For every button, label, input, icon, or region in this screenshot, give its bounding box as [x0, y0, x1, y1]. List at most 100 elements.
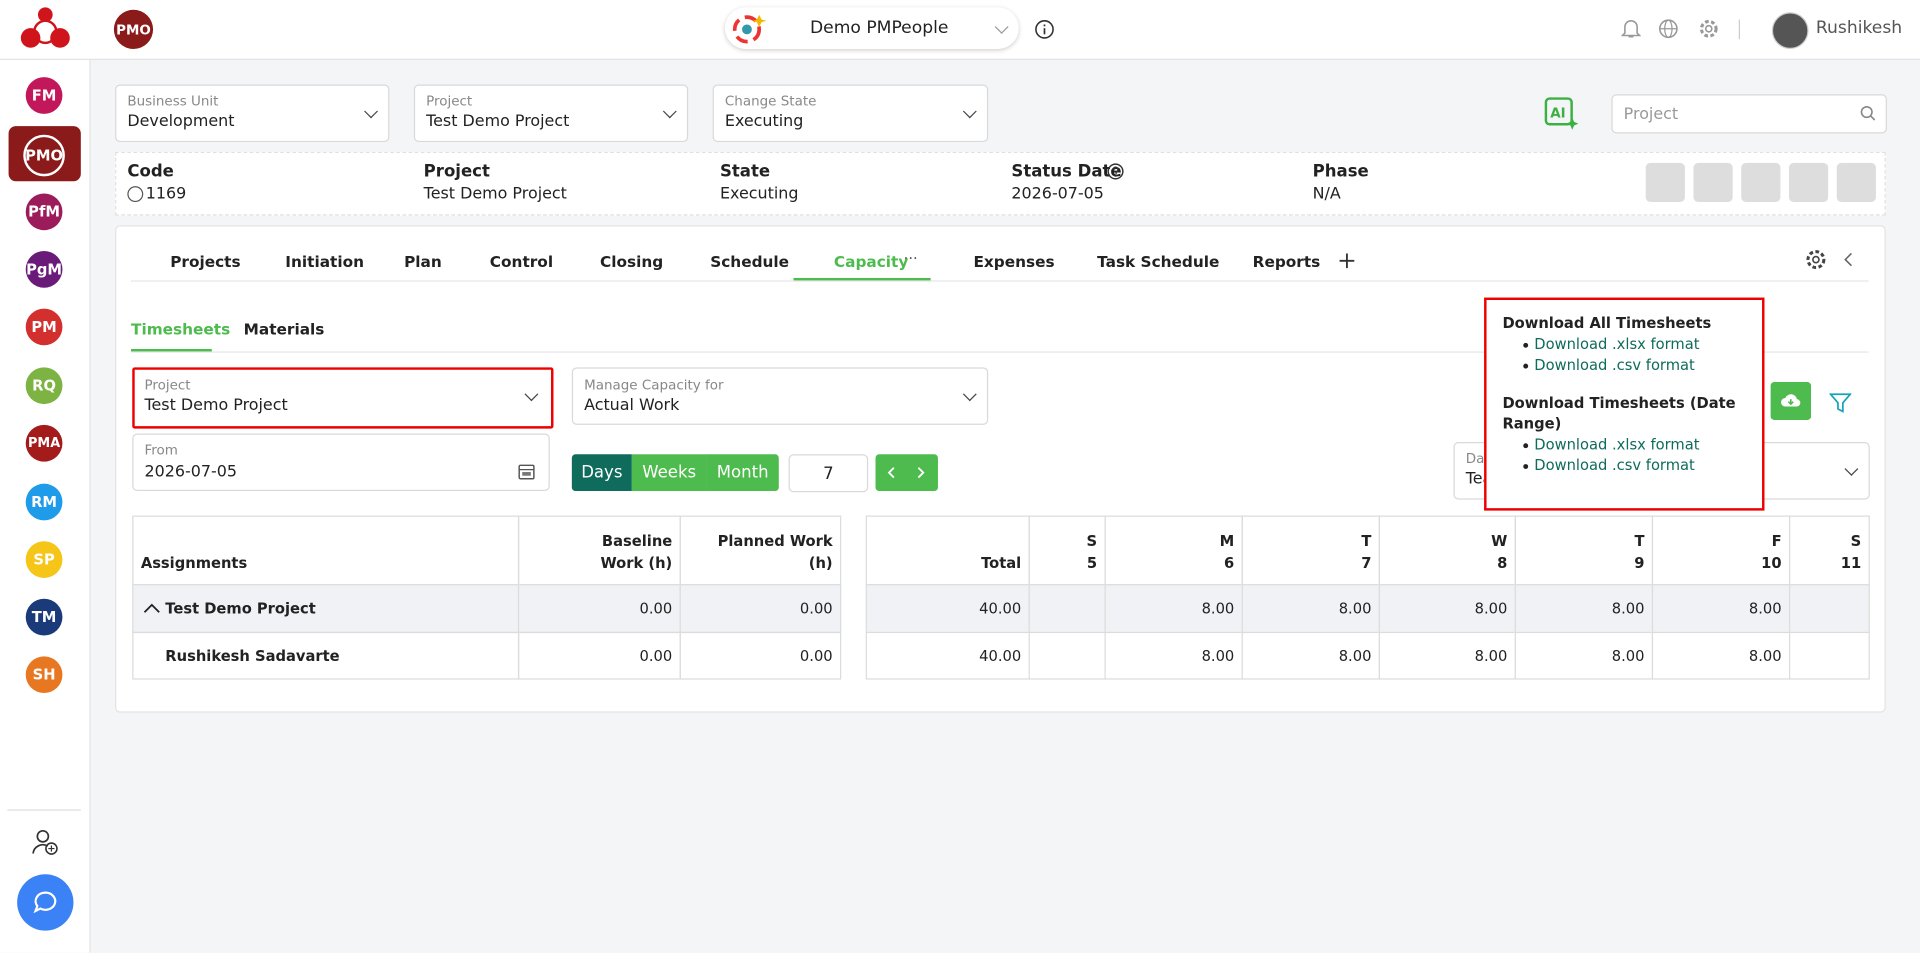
briefcase-button[interactable]	[1836, 162, 1876, 203]
bullet	[1523, 443, 1529, 449]
hierarchy-button[interactable]	[1788, 162, 1829, 203]
chat-button[interactable]	[17, 874, 74, 931]
tab[interactable]: Closing	[600, 252, 664, 271]
work-value: 0.00	[679, 631, 842, 680]
column-header: Assignments	[132, 515, 520, 586]
period-count-input[interactable]: 7	[788, 454, 869, 493]
module-fm[interactable]: FM	[25, 77, 63, 114]
tab[interactable]: Task Schedule	[1097, 252, 1220, 271]
day-day: 10	[1761, 554, 1782, 572]
change-state-dropdown[interactable]: Change State Executing	[712, 84, 989, 143]
day-weekday: W	[1491, 532, 1508, 550]
app-logo[interactable]	[20, 5, 71, 49]
tab[interactable]: Projects	[170, 252, 241, 271]
day-weekday: T	[1634, 532, 1645, 550]
tab-settings[interactable]	[1805, 249, 1827, 271]
info-icon[interactable]	[1035, 20, 1055, 40]
menu-heading: Download All Timesheets	[1502, 314, 1712, 332]
settings-icon[interactable]	[1698, 18, 1719, 39]
collapse-toggle[interactable]	[143, 602, 160, 614]
tab[interactable]: Control	[489, 252, 554, 271]
module-pma[interactable]: PMA	[25, 424, 63, 462]
add-tab[interactable]	[1338, 252, 1355, 269]
tab[interactable]: Reports	[1252, 252, 1321, 271]
search-box[interactable]: Project	[1611, 94, 1887, 134]
language-icon[interactable]	[1658, 18, 1679, 39]
user-avatar[interactable]	[1771, 12, 1809, 49]
column-header: Total	[865, 515, 1030, 586]
divider	[7, 809, 81, 811]
notifications-icon[interactable]	[1621, 18, 1641, 39]
period-button[interactable]: Month	[706, 454, 779, 492]
workspace-selector[interactable]: Demo PMPeople	[724, 7, 1019, 49]
download-link[interactable]: Download .xlsx format	[1534, 335, 1700, 353]
module-pfm[interactable]: PfM	[25, 193, 63, 231]
collapse-icon[interactable]	[1843, 252, 1855, 267]
filter-icon[interactable]	[1829, 392, 1852, 414]
search-placeholder: Project	[1623, 105, 1679, 124]
tab-underline	[793, 277, 931, 281]
search-icon	[1860, 105, 1876, 121]
module-sp[interactable]: SP	[25, 541, 63, 578]
field-label: Project	[144, 377, 191, 394]
module-sh[interactable]: SH	[25, 656, 63, 694]
calendar-icon[interactable]	[518, 463, 535, 480]
day-day: 9	[1634, 554, 1645, 572]
project-select[interactable]: Project Test Demo Project	[132, 367, 554, 429]
user-name[interactable]: Rushikesh	[1815, 18, 1903, 38]
svg-text:AI: AI	[1550, 107, 1565, 122]
tab[interactable]: Initiation	[285, 252, 365, 271]
download-link[interactable]: Download .csv format	[1534, 456, 1695, 474]
download-link[interactable]: Download .csv format	[1534, 356, 1695, 374]
period-button[interactable]: Weeks	[631, 454, 707, 492]
add-user-icon[interactable]	[32, 829, 59, 856]
module-pm[interactable]: PM	[25, 308, 63, 346]
day-value: 8.00	[1104, 631, 1243, 680]
tab[interactable]: Plan	[404, 252, 442, 271]
business-unit-dropdown[interactable]: Business Unit Development	[115, 84, 390, 143]
module-rm[interactable]: RM	[25, 483, 63, 521]
help-icon[interactable]	[1107, 163, 1124, 180]
from-date-input[interactable]: From 2026-07-05	[132, 433, 550, 492]
summary-label: Phase	[1312, 161, 1369, 182]
chevron	[1844, 462, 1859, 476]
period-button-active[interactable]: Days	[571, 454, 632, 492]
subtab-active[interactable]: Timesheets	[131, 319, 231, 338]
day-value: 8.00	[1651, 631, 1791, 680]
module-tm[interactable]: TM	[25, 598, 63, 636]
download-button[interactable]	[1770, 382, 1812, 421]
tabs-border	[131, 280, 1869, 282]
list-button[interactable]	[1741, 162, 1781, 203]
comments-button[interactable]	[1645, 162, 1685, 203]
day-day: 8	[1497, 554, 1508, 572]
project-dropdown[interactable]: Project Test Demo Project	[413, 84, 689, 143]
ai-assistant-icon[interactable]: AI	[1544, 97, 1579, 131]
module-pgm[interactable]: PgM	[25, 251, 63, 288]
next-button[interactable]	[916, 467, 926, 479]
manage-capacity-select[interactable]: Manage Capacity for Actual Work	[571, 367, 989, 425]
menu-heading: Download Timesheets (Date Range)	[1502, 394, 1736, 433]
subtab[interactable]: Materials	[243, 319, 325, 338]
day-value: 8.00	[1378, 584, 1516, 634]
tab-more[interactable]: ···	[903, 249, 918, 267]
documents-button[interactable]	[1693, 162, 1733, 203]
summary-label: Code	[127, 161, 174, 182]
tab-active[interactable]: Capacity	[833, 252, 909, 271]
day-day: 11	[1840, 554, 1862, 572]
bullet	[1523, 464, 1529, 469]
org-badge[interactable]: PMO	[113, 9, 154, 49]
tab[interactable]: Schedule	[710, 252, 790, 271]
prev-button[interactable]	[887, 467, 897, 479]
summary-value: 2026-07-05	[1011, 184, 1104, 204]
field-label: Da	[1465, 450, 1485, 467]
day-value: 8.00	[1514, 584, 1654, 634]
module-pmo[interactable]: PMO	[23, 134, 65, 177]
module-rq[interactable]: RQ	[25, 367, 63, 405]
tab[interactable]: Expenses	[973, 252, 1055, 271]
download-link[interactable]: Download .xlsx format	[1534, 435, 1700, 454]
